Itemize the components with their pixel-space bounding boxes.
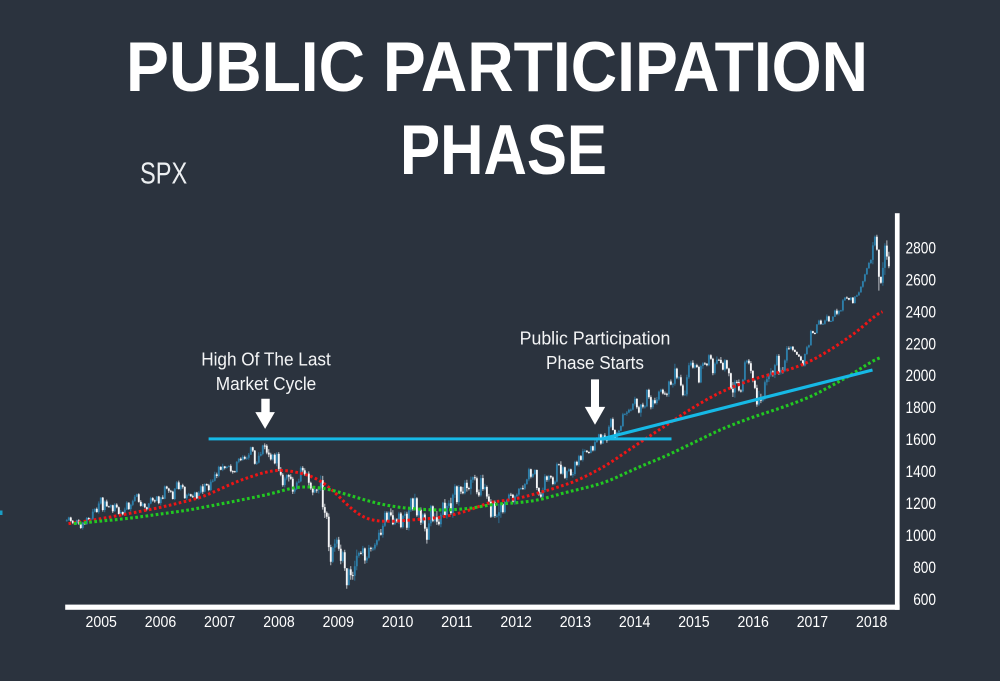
svg-text:600: 600 [913, 590, 936, 609]
svg-text:800: 800 [913, 558, 936, 577]
svg-text:2400: 2400 [906, 302, 937, 321]
svg-text:2006: 2006 [145, 614, 176, 631]
svg-text:2013: 2013 [560, 614, 591, 631]
svg-text:High Of The Last: High Of The Last [201, 348, 331, 369]
svg-text:2005: 2005 [86, 614, 117, 631]
svg-text:2018: 2018 [856, 614, 887, 631]
svg-text:2200: 2200 [906, 334, 937, 353]
svg-text:2600: 2600 [906, 270, 937, 289]
svg-text:PUBLIC PARTICIPATION: PUBLIC PARTICIPATION [126, 28, 868, 107]
svg-text:2017: 2017 [797, 614, 828, 631]
svg-text:2009: 2009 [323, 614, 354, 631]
svg-text:2007: 2007 [204, 614, 235, 631]
svg-text:2012: 2012 [500, 614, 531, 631]
svg-text:2010: 2010 [382, 614, 413, 631]
svg-text:SPX: SPX [140, 156, 187, 191]
svg-text:2014: 2014 [619, 614, 650, 631]
svg-text:1800: 1800 [906, 398, 937, 417]
svg-text:Public Participation: Public Participation [520, 327, 671, 348]
svg-text:Market Cycle: Market Cycle [216, 373, 317, 394]
svg-text:1200: 1200 [906, 494, 937, 513]
svg-text:Phase Starts: Phase Starts [546, 352, 644, 373]
svg-text:PHASE: PHASE [400, 111, 607, 190]
svg-text:2016: 2016 [738, 614, 769, 631]
svg-text:2800: 2800 [906, 239, 937, 258]
svg-text:2015: 2015 [678, 614, 709, 631]
svg-text:2008: 2008 [263, 614, 294, 631]
svg-text:2011: 2011 [441, 614, 472, 631]
svg-text:2000: 2000 [906, 366, 937, 385]
svg-text:1400: 1400 [906, 462, 937, 481]
svg-text:1600: 1600 [906, 430, 937, 449]
svg-text:1000: 1000 [906, 526, 937, 545]
